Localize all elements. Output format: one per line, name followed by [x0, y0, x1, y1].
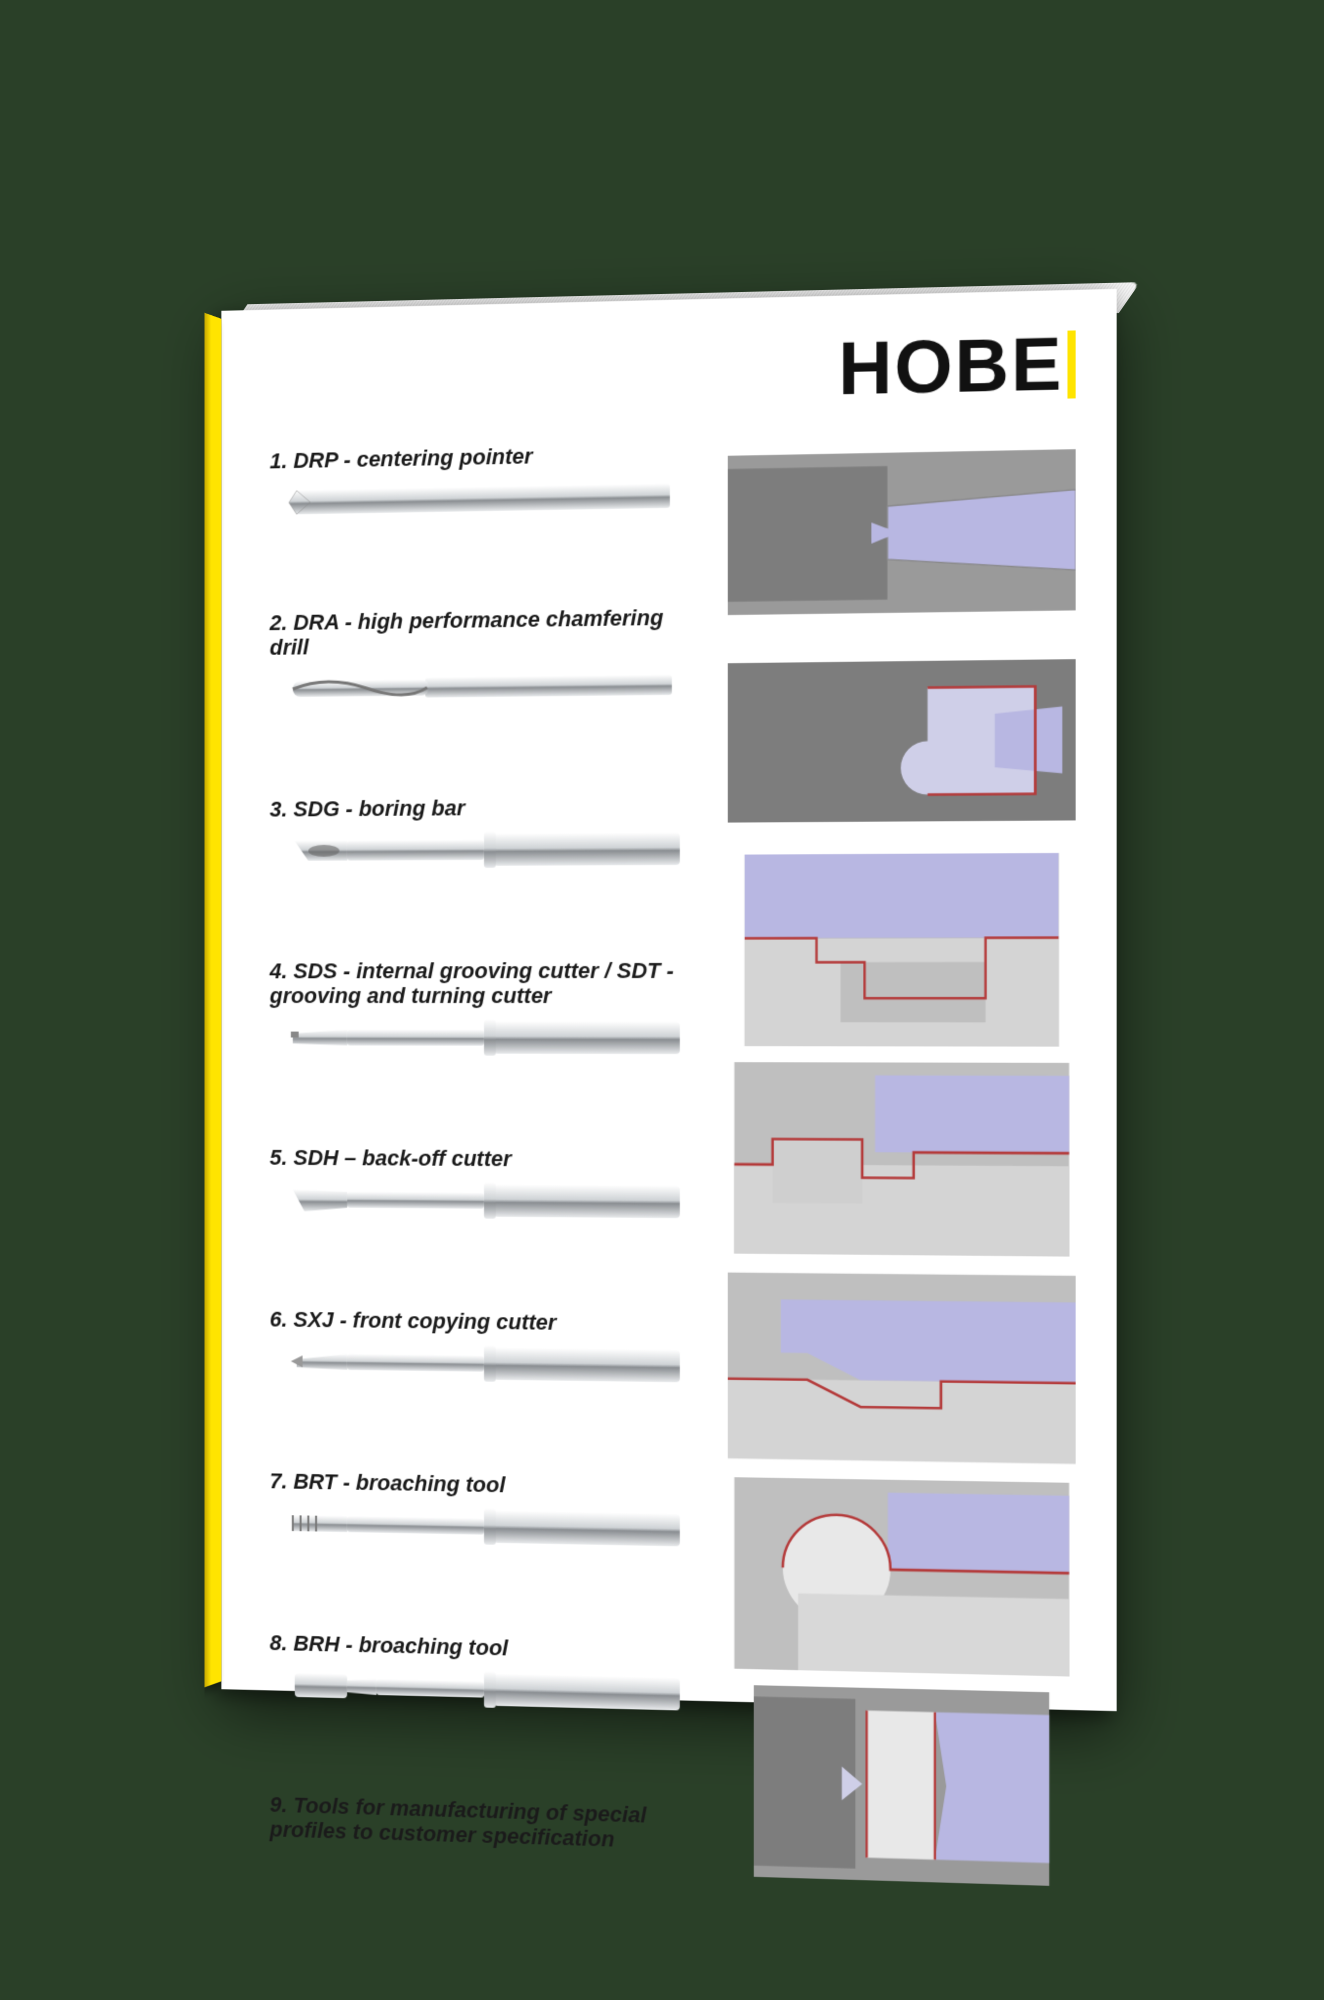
item-label: 5. SDH – back-off cutter: [270, 1145, 702, 1173]
cross-section-diagram: [728, 1269, 1076, 1466]
item-label: 4. SDS - internal grooving cutter / SDT …: [270, 958, 702, 1009]
catalog-cover: HOBE 1. DRP - centering pointer: [221, 289, 1116, 1711]
book-spine: [204, 313, 221, 1688]
list-item: 6. SXJ - front copying cutter: [270, 1307, 702, 1396]
tool-illustration-sxj: [270, 1338, 702, 1391]
list-item: 7. BRT - broaching tool: [270, 1468, 702, 1560]
cross-section-diagram: [728, 852, 1076, 1046]
cross-section-diagram: [728, 432, 1076, 630]
item-label: 7. BRT - broaching tool: [270, 1468, 702, 1501]
header: HOBE: [270, 330, 1076, 414]
catalog-book: HOBE 1. DRP - centering pointer: [221, 289, 1116, 1711]
tool-illustration-brh: [270, 1661, 702, 1719]
list-item: 4. SDS - internal grooving cutter / SDT …: [270, 958, 702, 1068]
brand-logo: HOBE: [838, 330, 1075, 402]
tool-illustration-sdh: [270, 1176, 702, 1227]
diagram-column: [728, 432, 1076, 1886]
item-label: 1. DRP - centering pointer: [270, 440, 702, 473]
item-label: 3. SDG - boring bar: [270, 794, 702, 822]
item-label: 8. BRH - broaching tool: [270, 1630, 702, 1665]
item-label: 9. Tools for manufacturing of special pr…: [270, 1792, 702, 1855]
cross-section-diagram: [728, 1684, 1076, 1886]
tool-illustration-brt: [270, 1499, 702, 1555]
content-area: 1. DRP - centering pointer 2. DRA - high…: [270, 432, 1076, 1886]
list-item: 5. SDH – back-off cutter: [270, 1145, 702, 1232]
cross-section-diagram: [728, 1477, 1076, 1677]
list-item: 1. DRP - centering pointer: [270, 440, 702, 532]
item-label: 6. SXJ - front copying cutter: [270, 1307, 702, 1337]
list-item: 9. Tools for manufacturing of special pr…: [270, 1792, 702, 1861]
cross-section-diagram: [728, 1062, 1076, 1257]
item-label: 2. DRA - high performance chamfering dri…: [270, 604, 702, 660]
tool-list: 1. DRP - centering pointer 2. DRA - high…: [270, 440, 702, 1875]
tool-illustration-sdg: [270, 825, 702, 875]
list-item: 8. BRH - broaching tool: [270, 1630, 702, 1724]
tool-illustration-dra: [270, 661, 702, 713]
tool-illustration-sds: [270, 1014, 702, 1062]
cross-section-diagram: [728, 642, 1076, 838]
tool-illustration-drp: [270, 471, 702, 526]
list-item: 2. DRA - high performance chamfering dri…: [270, 604, 702, 718]
list-item: 3. SDG - boring bar: [270, 794, 702, 880]
